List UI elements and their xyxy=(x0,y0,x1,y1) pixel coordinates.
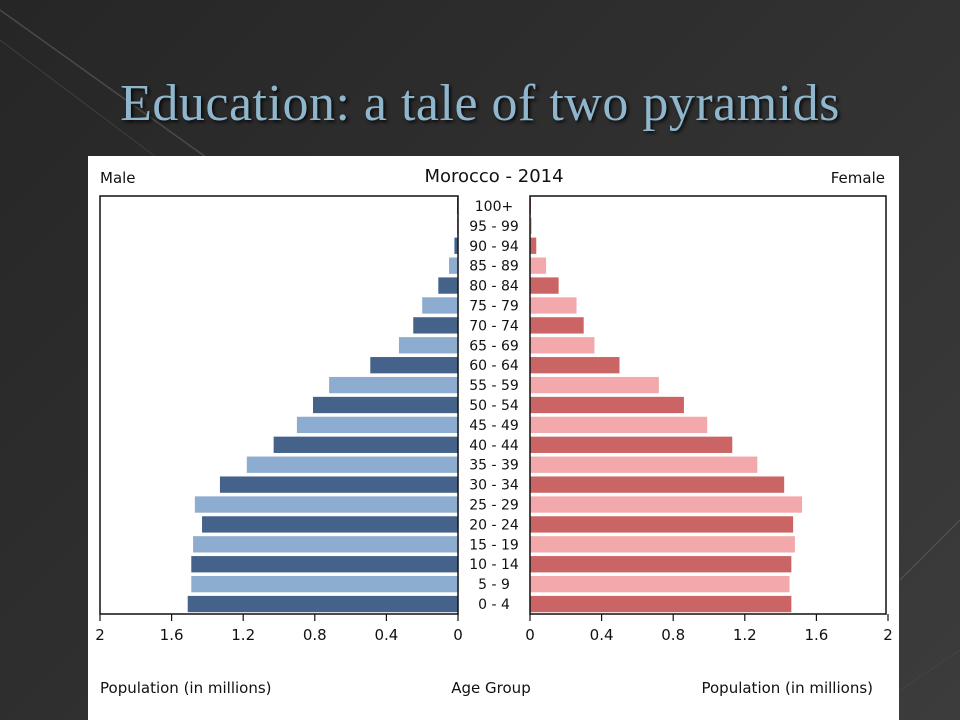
female-bar-75-79 xyxy=(530,297,577,314)
male-bar-40-44 xyxy=(273,436,458,453)
male-bar-10-14 xyxy=(191,556,458,573)
age-group-label: 50 - 54 xyxy=(469,398,519,414)
age-group-label: 40 - 44 xyxy=(469,438,519,454)
female-bar-90-94 xyxy=(530,237,537,254)
x-axis-label-male: Population (in millions) xyxy=(100,679,272,697)
male-bar-60-64 xyxy=(370,357,458,374)
male-bar-25-29 xyxy=(194,496,458,513)
male-tick-label: 1.6 xyxy=(160,626,184,644)
female-bar-25-29 xyxy=(530,496,803,513)
age-group-label: 95 - 99 xyxy=(469,219,519,235)
age-group-label: 90 - 94 xyxy=(469,239,519,255)
male-bars xyxy=(187,197,458,613)
male-tick-label: 1.2 xyxy=(231,626,255,644)
male-tick-label: 0 xyxy=(453,626,463,644)
chart-title: Morocco - 2014 xyxy=(424,166,563,187)
female-bar-95-99 xyxy=(530,217,532,235)
female-bar-70-74 xyxy=(530,317,584,334)
female-bar-60-64 xyxy=(530,357,620,374)
x-axis-label-age-group: Age Group xyxy=(451,679,530,697)
x-axis-label-female: Population (in millions) xyxy=(701,679,873,697)
male-bar-15-19 xyxy=(193,536,458,553)
female-tick-label: 0.8 xyxy=(661,626,685,644)
male-bar-70-74 xyxy=(413,317,458,334)
female-bar-10-14 xyxy=(530,556,792,573)
male-bar-65-69 xyxy=(398,337,458,354)
age-group-label: 20 - 24 xyxy=(469,517,519,533)
male-bar-20-24 xyxy=(202,516,458,533)
male-tick-label: 0.8 xyxy=(303,626,327,644)
age-group-labels: 0 - 4 5 - 9 10 - 14 15 - 19 20 - 24 25 - 29 30… xyxy=(469,199,519,613)
male-bar-30-34 xyxy=(219,476,458,493)
male-bar-75-79 xyxy=(422,297,458,314)
female-bar-40-44 xyxy=(530,436,733,453)
female-tick-label: 0.4 xyxy=(590,626,614,644)
female-bar-35-39 xyxy=(530,456,758,473)
population-pyramid-chart: Morocco - 2014 Male Female 0 - 4 5 - 9 10 … xyxy=(88,156,899,720)
male-bar-80-84 xyxy=(438,277,458,294)
female-bars xyxy=(530,197,803,613)
age-group-label: 70 - 74 xyxy=(469,318,519,334)
female-plot-frame xyxy=(529,195,887,615)
pyramid-svg: Morocco - 2014 Male Female 0 - 4 5 - 9 10 … xyxy=(95,166,893,697)
age-group-label: 55 - 59 xyxy=(469,378,519,394)
age-group-label: 80 - 84 xyxy=(469,279,519,295)
male-bar-0-4 xyxy=(187,595,458,613)
male-bar-35-39 xyxy=(246,456,458,473)
age-group-label: 100+ xyxy=(475,199,513,215)
age-group-label: 15 - 19 xyxy=(469,537,519,553)
female-tick-label: 2 xyxy=(883,626,893,644)
age-group-label: 35 - 39 xyxy=(469,458,519,474)
age-group-label: 85 - 89 xyxy=(469,259,519,275)
female-bar-20-24 xyxy=(530,516,794,533)
male-tick-label: 0.4 xyxy=(374,626,398,644)
female-bar-30-34 xyxy=(530,476,785,493)
age-group-label: 45 - 49 xyxy=(469,418,519,434)
female-bar-80-84 xyxy=(530,277,559,294)
age-group-label: 25 - 29 xyxy=(469,498,519,514)
age-group-label: 0 - 4 xyxy=(478,597,510,613)
female-bar-55-59 xyxy=(530,376,659,394)
female-bar-45-49 xyxy=(530,416,708,434)
age-group-label: 75 - 79 xyxy=(469,298,519,314)
age-group-label: 5 - 9 xyxy=(478,577,510,593)
female-bar-0-4 xyxy=(530,595,792,613)
male-bar-45-49 xyxy=(296,416,458,434)
age-group-label: 65 - 69 xyxy=(469,338,519,354)
slide-title: Education: a tale of two pyramids xyxy=(0,74,960,133)
slide-title-text: Education: a tale of two pyramids xyxy=(120,75,840,132)
male-tick-label: 2 xyxy=(95,626,105,644)
female-bar-5-9 xyxy=(530,575,790,593)
female-label: Female xyxy=(831,169,885,187)
female-bar-65-69 xyxy=(530,337,595,354)
female-tick-label: 0 xyxy=(525,626,535,644)
male-bar-55-59 xyxy=(329,376,458,394)
axis-ticks: 0 0 0.4 0.4 0.8 0.8 1.2 1.2 1.6 1.6 2 2 xyxy=(95,614,893,644)
female-bar-15-19 xyxy=(530,536,795,553)
age-group-label: 60 - 64 xyxy=(469,358,519,374)
male-bar-5-9 xyxy=(191,575,458,593)
female-bar-50-54 xyxy=(530,396,684,414)
male-plot-frame xyxy=(99,195,459,615)
age-group-label: 10 - 14 xyxy=(469,557,519,573)
male-bar-85-89 xyxy=(449,257,458,274)
female-bar-85-89 xyxy=(530,257,547,274)
female-tick-label: 1.6 xyxy=(804,626,828,644)
male-bar-90-94 xyxy=(454,237,458,254)
age-group-label: 30 - 34 xyxy=(469,478,519,494)
male-bar-50-54 xyxy=(313,396,458,414)
female-tick-label: 1.2 xyxy=(733,626,757,644)
male-label: Male xyxy=(100,169,136,187)
